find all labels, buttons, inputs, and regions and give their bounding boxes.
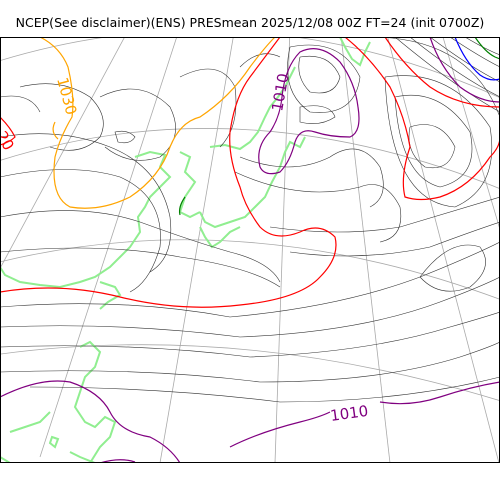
contour-label-left-edge: 20 <box>0 128 18 154</box>
pressure-map: 1030 1010 1010 20 <box>0 37 500 463</box>
graticule-latitudes <box>0 37 500 402</box>
isobar-green <box>178 37 500 216</box>
coastline <box>0 37 371 463</box>
isobar-1020 <box>0 37 500 308</box>
isobar-1000 <box>454 37 500 81</box>
map-title: NCEP(See disclaimer)(ENS) PRESmean 2025/… <box>15 15 485 30</box>
isobar-1030 <box>39 37 276 209</box>
isobar-1010 <box>0 37 500 463</box>
isobars-gray <box>0 37 500 403</box>
contour-label-1010-top: 1010 <box>268 72 292 113</box>
contour-label-1010-bottom: 1010 <box>329 402 369 425</box>
graticule-meridians <box>0 37 500 463</box>
contour-label-1030: 1030 <box>53 75 80 117</box>
